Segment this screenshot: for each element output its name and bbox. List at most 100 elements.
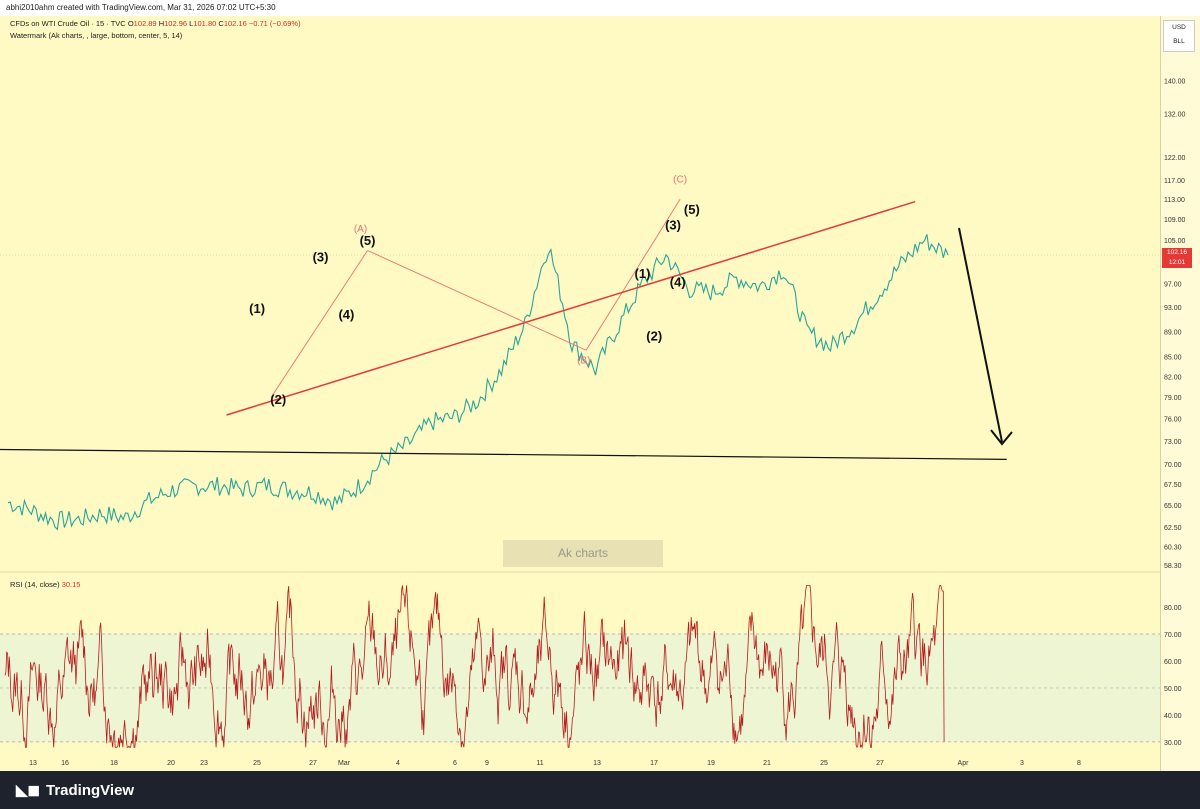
price-tick-5: 109.00 [1164, 217, 1186, 224]
time-tick-1: 16 [61, 760, 69, 767]
price-tick-6: 105.00 [1164, 238, 1186, 245]
time-tick-9: 6 [453, 760, 457, 767]
time-tick-2: 18 [110, 760, 118, 767]
tradingview-logo[interactable]: ◣◼ TradingView [16, 781, 134, 799]
rsi-tick-3: 50.00 [1164, 686, 1182, 693]
price-tick-4: 113.00 [1164, 197, 1185, 204]
rsi-tick-5: 30.00 [1164, 740, 1182, 747]
ohlc-c-prefix: C [218, 19, 224, 28]
projection-arrow-head [990, 429, 1013, 446]
wave-guide-b-leg [367, 250, 587, 351]
header-text: abhi2010ahm created with TradingView.com… [6, 3, 276, 12]
price-series-line [7, 234, 949, 531]
time-tick-14: 19 [707, 760, 715, 767]
wave-label-6: (B) [577, 355, 590, 366]
wave-label-5: (A) [354, 224, 367, 235]
wave-label-7: (1) [635, 266, 651, 281]
currency-line1: USD [1172, 24, 1186, 31]
price-tick-11: 82.00 [1164, 375, 1182, 382]
ohlc-h-prefix: H [158, 19, 165, 28]
price-tick-12: 79.00 [1164, 395, 1182, 402]
ohlc-low: 101.80 [193, 19, 217, 28]
ohlc-l-prefix: L [189, 19, 194, 28]
price-tick-16: 67.50 [1164, 482, 1182, 489]
rsi-tick-4: 40.00 [1164, 713, 1182, 720]
time-tick-12: 13 [593, 760, 601, 767]
rsi-series-line [4, 585, 945, 749]
price-tick-9: 89.00 [1164, 329, 1182, 336]
ohlc-close: 102.16 [223, 19, 247, 28]
rsi-tick-2: 60.00 [1164, 659, 1182, 666]
time-tick-15: 21 [763, 760, 771, 767]
rsi-label: RSI (14, close) [10, 580, 60, 589]
wave-label-11: (5) [684, 202, 700, 217]
price-tick-3: 117.00 [1164, 178, 1185, 185]
wave-label-0: (1) [249, 301, 265, 316]
time-tick-5: 25 [253, 760, 261, 767]
last-price: 102.16 [1167, 249, 1187, 256]
symbol-legend: CFDs on WTI Crude Oil · 15 · TVC O102.89… [10, 19, 301, 28]
ohlc-o-prefix: O [127, 19, 134, 28]
wave-label-2: (3) [313, 249, 329, 264]
ohlc-open: 102.89 [133, 19, 157, 28]
watermark-legend: Watermark (Ak charts, , large, bottom, c… [10, 31, 182, 40]
price-change: −0.71 (−0.69%) [248, 19, 301, 28]
wave-label-1: (2) [270, 392, 286, 407]
watermark-line: Watermark (Ak charts, , large, bottom, c… [10, 31, 183, 40]
wave-label-12: (C) [673, 174, 687, 185]
rsi-tick-0: 80.00 [1164, 605, 1182, 612]
price-tick-7: 97.00 [1164, 282, 1182, 289]
price-tick-1: 132.00 [1164, 111, 1186, 118]
price-tick-18: 62.50 [1164, 525, 1182, 532]
price-tick-2: 122.00 [1164, 155, 1186, 162]
rsi-tick-1: 70.00 [1164, 632, 1182, 639]
time-tick-0: 13 [29, 760, 37, 767]
price-tick-8: 93.00 [1164, 305, 1182, 312]
tradingview-logo-icon: ◣◼ [16, 782, 40, 799]
wave-label-10: (4) [670, 275, 686, 290]
price-tick-20: 58.30 [1164, 563, 1182, 570]
trendline-horizontal [0, 448, 1007, 460]
time-tick-3: 20 [167, 760, 175, 767]
last-price-tag: 102.16 12:01 [1162, 248, 1192, 268]
price-tick-15: 70.00 [1164, 462, 1182, 469]
price-tick-19: 60.30 [1164, 545, 1182, 552]
bar-countdown: 12:01 [1168, 259, 1186, 266]
wave-label-8: (2) [646, 329, 662, 344]
price-axis[interactable] [1160, 16, 1200, 771]
time-tick-7: Mar [338, 760, 351, 767]
currency-line2: BLL [1173, 38, 1185, 45]
header-bar: abhi2010ahm created with TradingView.com… [0, 0, 1200, 16]
time-tick-19: 3 [1020, 760, 1024, 767]
trendline-support [226, 200, 916, 416]
price-tick-14: 73.00 [1164, 439, 1182, 446]
price-tick-17: 65.00 [1164, 503, 1182, 510]
currency-unit[interactable]: USD BLL [1163, 20, 1195, 52]
time-tick-18: Apr [958, 760, 970, 767]
projection-arrow-shaft [958, 227, 1003, 443]
ak-charts-watermark: Ak charts [503, 540, 663, 567]
time-tick-6: 27 [309, 760, 317, 767]
time-tick-13: 17 [650, 760, 658, 767]
time-tick-16: 25 [820, 760, 828, 767]
time-tick-8: 4 [396, 760, 400, 767]
time-tick-10: 9 [485, 760, 489, 767]
time-tick-11: 11 [536, 760, 543, 767]
symbol-name: CFDs on WTI Crude Oil · 15 · TVC [10, 19, 126, 28]
wave-label-3: (4) [338, 307, 354, 322]
wave-label-9: (3) [665, 217, 681, 232]
wave-label-4: (5) [360, 233, 376, 248]
tradingview-brand: TradingView [46, 782, 135, 799]
rsi-legend: RSI (14, close) 30.15 [10, 580, 80, 589]
price-tick-10: 85.00 [1164, 355, 1182, 362]
wave-guide-c-leg [585, 198, 681, 351]
price-tick-0: 140.00 [1164, 79, 1186, 86]
time-tick-4: 23 [200, 760, 208, 767]
time-tick-20: 8 [1077, 760, 1081, 767]
price-tick-13: 76.00 [1164, 417, 1182, 424]
footer-bar: ◣◼ TradingView [0, 771, 1200, 809]
ohlc-high: 102.96 [164, 19, 188, 28]
wave-guide-impulse-a [270, 250, 368, 398]
